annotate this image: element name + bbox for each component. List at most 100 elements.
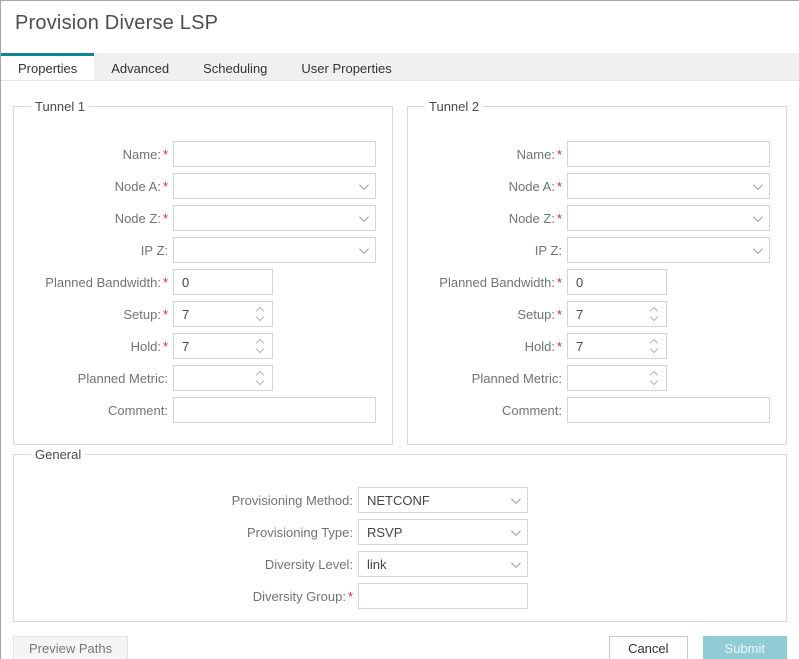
required-marker: * <box>556 274 562 290</box>
tunnel1-planned-metric-row: Planned Metric: <box>28 365 378 391</box>
tunnel1-hold-spinner <box>173 333 273 359</box>
field-label: Diversity Level: <box>264 556 353 572</box>
tunnel1-setup-input[interactable] <box>173 301 273 327</box>
field-label: Diversity Group: * <box>252 588 353 604</box>
tab-properties[interactable]: Properties <box>1 53 95 80</box>
page-title: Provision Diverse LSP <box>15 12 219 34</box>
tunnel2-group: Tunnel 2 Name: * Node A: * Node Z: * <box>407 99 787 445</box>
tunnel1-planned-metric-input[interactable] <box>173 365 273 391</box>
tunnel1-hold-input[interactable] <box>173 333 273 359</box>
field-label: Name: * <box>516 146 562 162</box>
tunnel1-node-z-row: Node Z: * <box>28 205 378 231</box>
tunnel1-ip-z-row: IP Z: <box>28 237 378 263</box>
field-label: Provisioning Type: <box>247 524 353 540</box>
tunnel2-legend: Tunnel 2 <box>429 99 480 114</box>
required-marker: * <box>556 178 562 194</box>
tunnel1-planned-bandwidth-row: Planned Bandwidth: * <box>28 269 378 295</box>
tunnel2-ip-z-select[interactable] <box>567 237 770 263</box>
tunnel2-planned-metric-input[interactable] <box>567 365 667 391</box>
diversity-level-select[interactable]: link <box>358 551 528 577</box>
tunnel1-hold-row: Hold: * <box>28 333 378 359</box>
tunnel1-name-input[interactable] <box>173 141 376 167</box>
required-marker: * <box>162 210 168 226</box>
field-label: Name: * <box>122 146 168 162</box>
preview-paths-button[interactable]: Preview Paths <box>13 636 129 659</box>
tunnel2-planned-bandwidth-input[interactable] <box>567 269 667 295</box>
tunnel1-planned-metric-spinner <box>173 365 273 391</box>
required-marker: * <box>162 274 168 290</box>
required-marker: * <box>162 178 168 194</box>
tunnel2-node-z-select[interactable] <box>567 205 770 231</box>
required-marker: * <box>556 306 562 322</box>
tunnel2-node-a-select[interactable] <box>567 173 770 199</box>
tunnel1-name-row: Name: * <box>28 141 378 167</box>
field-label: Planned Metric: <box>77 370 168 386</box>
required-marker: * <box>162 306 168 322</box>
required-marker: * <box>162 338 168 354</box>
cancel-button[interactable]: Cancel <box>609 636 688 659</box>
required-marker: * <box>556 338 562 354</box>
field-label: Planned Metric: <box>471 370 562 386</box>
select-value: RSVP <box>367 524 403 540</box>
tunnel1-ip-z-select[interactable] <box>173 237 376 263</box>
field-label: Planned Bandwidth: * <box>439 274 562 290</box>
tunnel1-node-z-select[interactable] <box>173 205 376 231</box>
tunnel1-group: Tunnel 1 Name: * Node A: * Node Z: * <box>13 99 393 445</box>
select-value: link <box>367 556 387 572</box>
tunnel2-name-row: Name: * <box>422 141 772 167</box>
field-label: Provisioning Method: <box>231 492 353 508</box>
tunnel1-setup-row: Setup: * <box>28 301 378 327</box>
provisioning-method-select[interactable]: NETCONF <box>358 487 528 513</box>
tab-scheduling[interactable]: Scheduling <box>186 53 284 80</box>
chevron-down-icon <box>358 211 369 222</box>
tunnel2-setup-row: Setup: * <box>422 301 772 327</box>
tunnel1-comment-row: Comment: <box>28 397 378 423</box>
chevron-down-icon <box>358 179 369 190</box>
chevron-down-icon <box>752 179 763 190</box>
tunnel2-hold-input[interactable] <box>567 333 667 359</box>
tunnel1-legend: Tunnel 1 <box>35 99 86 114</box>
field-label: IP Z: <box>140 242 168 258</box>
field-label: Comment: <box>108 402 168 418</box>
chevron-down-icon <box>358 243 369 254</box>
field-label: Node A: * <box>508 178 562 194</box>
tunnel1-node-a-select[interactable] <box>173 173 376 199</box>
field-label: IP Z: <box>534 242 562 258</box>
diversity-group-row: Diversity Group: * <box>28 583 772 609</box>
diversity-group-input[interactable] <box>358 583 528 609</box>
chevron-down-icon <box>510 557 521 568</box>
tunnel1-node-a-row: Node A: * <box>28 173 378 199</box>
tab-bar: Properties Advanced Scheduling User Prop… <box>1 53 799 81</box>
tunnel2-planned-metric-row: Planned Metric: <box>422 365 772 391</box>
tunnel2-ip-z-row: IP Z: <box>422 237 772 263</box>
field-label: Node Z: * <box>508 210 562 226</box>
tab-label: Properties <box>18 60 78 76</box>
field-label: Setup: * <box>123 306 168 322</box>
tab-user-properties[interactable]: User Properties <box>284 53 408 80</box>
required-marker: * <box>162 146 168 162</box>
field-label: Planned Bandwidth: * <box>45 274 168 290</box>
tab-label: Advanced <box>111 60 170 76</box>
chevron-down-icon <box>510 493 521 504</box>
tunnel1-planned-bandwidth-input[interactable] <box>173 269 273 295</box>
required-marker: * <box>556 210 562 226</box>
tab-label: Scheduling <box>203 60 268 76</box>
provisioning-method-row: Provisioning Method: NETCONF <box>28 487 772 513</box>
tunnel2-comment-input[interactable] <box>567 397 770 423</box>
tunnel2-name-input[interactable] <box>567 141 770 167</box>
tab-advanced[interactable]: Advanced <box>94 53 186 80</box>
tunnels-section: Tunnel 1 Name: * Node A: * Node Z: * <box>13 99 787 445</box>
tunnel2-comment-row: Comment: <box>422 397 772 423</box>
tunnel2-node-z-row: Node Z: * <box>422 205 772 231</box>
tunnel2-setup-spinner <box>567 301 667 327</box>
submit-button[interactable]: Submit <box>702 636 787 659</box>
tunnel2-setup-input[interactable] <box>567 301 667 327</box>
provisioning-type-row: Provisioning Type: RSVP <box>28 519 772 545</box>
field-label: Setup: * <box>517 306 562 322</box>
dialog-footer: Preview Paths Cancel Submit <box>1 622 799 659</box>
provisioning-type-select[interactable]: RSVP <box>358 519 528 545</box>
field-label: Hold: * <box>130 338 168 354</box>
required-marker: * <box>347 588 353 604</box>
tunnel1-comment-input[interactable] <box>173 397 376 423</box>
